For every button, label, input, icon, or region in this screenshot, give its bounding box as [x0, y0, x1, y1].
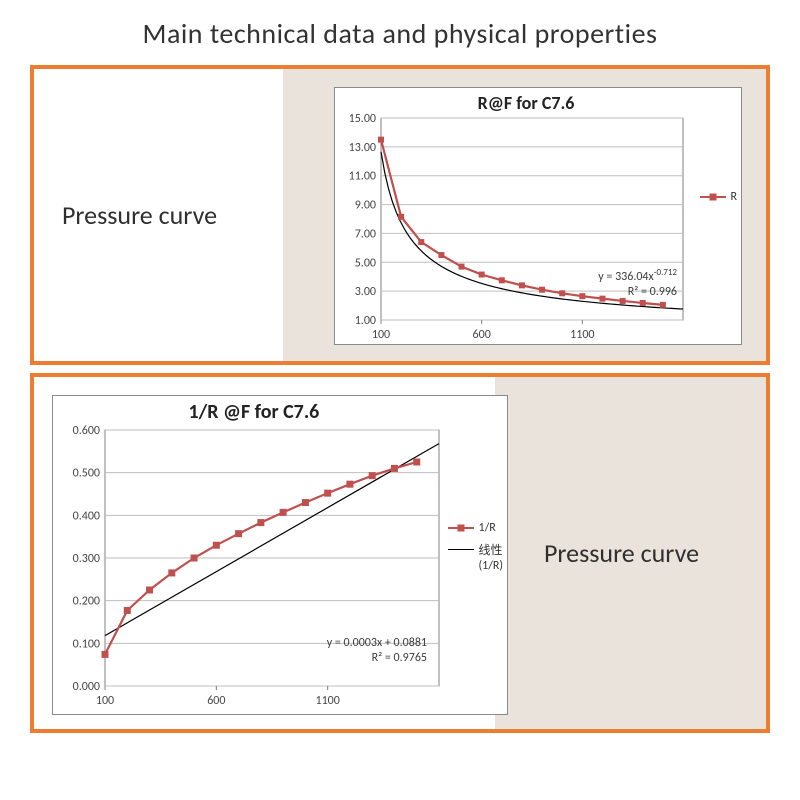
- legend-swatch-icon: [448, 527, 474, 529]
- panel-top-inner: Pressure curve R@F for C7.6 1.00 3.00 5.00…: [34, 69, 766, 361]
- legend-row: 1/R: [448, 520, 503, 536]
- panel-top: Pressure curve R@F for C7.6 1.00 3.00 5.00…: [30, 65, 770, 365]
- svg-text:100: 100: [372, 328, 390, 342]
- svg-text:0.000: 0.000: [73, 680, 100, 694]
- page: Main technical data and physical propert…: [0, 0, 800, 800]
- panel-bottom: Pressure curve 1/R @F for C7.6 0.000 0.10…: [30, 373, 770, 733]
- legend-row: 线性: [448, 542, 503, 558]
- svg-text:15.00: 15.00: [349, 112, 376, 126]
- legend-row: (1/R): [448, 558, 503, 574]
- panel-top-label: Pressure curve: [62, 199, 217, 231]
- chart1-box: R@F for C7.6 1.00 3.00 5.00 7.00 9.00 11.00 13…: [334, 87, 742, 345]
- trend-equation-text: y = 336.04x-0.712: [598, 267, 677, 285]
- svg-text:0.500: 0.500: [73, 467, 100, 481]
- chart1-title: R@F for C7.6: [478, 92, 575, 114]
- svg-text:0.100: 0.100: [73, 637, 100, 651]
- svg-text:11.00: 11.00: [349, 170, 376, 184]
- legend-label-2: 线性: [478, 541, 502, 558]
- chart2-legend: 1/R 线性 (1/R): [448, 520, 503, 574]
- chart2-plot: 0.000 0.100 0.200 0.300 0.400 0.500 0.600 100 60…: [53, 396, 509, 716]
- chart2-title: 1/R @F for C7.6: [189, 400, 320, 424]
- svg-text:3.00: 3.00: [355, 285, 376, 299]
- panel-bottom-label: Pressure curve: [544, 537, 699, 569]
- svg-text:1100: 1100: [316, 694, 340, 708]
- svg-text:1.00: 1.00: [355, 314, 376, 328]
- legend-label-2b: (1/R): [478, 559, 503, 573]
- chart1-legend: R: [700, 189, 737, 205]
- svg-text:5.00: 5.00: [355, 256, 376, 270]
- trend-r2-text: R² = 0.996: [598, 285, 677, 300]
- legend-label-1: 1/R: [478, 521, 495, 535]
- legend-swatch-icon: [700, 196, 726, 198]
- svg-text:1100: 1100: [570, 328, 594, 342]
- svg-text:100: 100: [96, 694, 114, 708]
- svg-text:600: 600: [207, 694, 225, 708]
- svg-text:13.00: 13.00: [349, 141, 376, 155]
- page-title: Main technical data and physical propert…: [30, 16, 770, 51]
- trend-r2-text: R² = 0.9765: [327, 651, 427, 666]
- svg-text:600: 600: [473, 328, 491, 342]
- chart2-box: 1/R @F for C7.6 0.000 0.100 0.200 0.300 0.40…: [52, 395, 508, 715]
- svg-text:9.00: 9.00: [355, 199, 376, 213]
- legend-row: R: [700, 189, 737, 205]
- chart2-equation: y = 0.0003x + 0.0881 R² = 0.9765: [327, 636, 427, 666]
- legend-label: R: [730, 190, 737, 204]
- chart1-equation: y = 336.04x-0.712 R² = 0.996: [598, 267, 677, 300]
- svg-text:0.400: 0.400: [73, 509, 100, 523]
- panel-bottom-inner: Pressure curve 1/R @F for C7.6 0.000 0.10…: [34, 377, 766, 729]
- legend-swatch-thin-icon: [448, 549, 474, 550]
- svg-text:0.200: 0.200: [73, 595, 100, 609]
- svg-text:0.300: 0.300: [73, 552, 100, 566]
- svg-text:0.600: 0.600: [73, 424, 100, 438]
- svg-text:7.00: 7.00: [355, 227, 376, 241]
- trend-equation-text: y = 0.0003x + 0.0881: [327, 636, 427, 651]
- chart1-plot: 1.00 3.00 5.00 7.00 9.00 11.00 13.00 15.00 100 60…: [335, 88, 743, 346]
